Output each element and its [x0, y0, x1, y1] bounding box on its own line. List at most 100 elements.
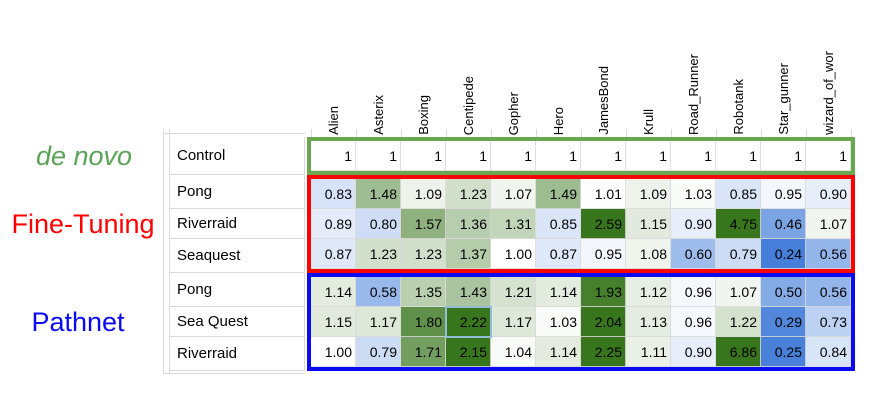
- heatmap-cell[interactable]: 1: [536, 141, 581, 171]
- heatmap-cell[interactable]: 2.25: [581, 337, 626, 367]
- heatmap-cell[interactable]: 1: [581, 141, 626, 171]
- heatmap-cell[interactable]: 1.07: [716, 277, 761, 307]
- heatmap-cell[interactable]: 0.84: [806, 337, 851, 367]
- heatmap-cell[interactable]: 0.24: [761, 239, 806, 269]
- heatmap-cell[interactable]: 1.03: [536, 307, 581, 337]
- heatmap-cell[interactable]: 1.09: [626, 179, 671, 209]
- heatmap-cell[interactable]: 0.56: [806, 277, 851, 307]
- row-label-pong[interactable]: Pong: [170, 273, 305, 307]
- heatmap-cell[interactable]: 0.96: [671, 307, 716, 337]
- heatmap-cell[interactable]: 0.90: [806, 179, 851, 209]
- heatmap-cell[interactable]: 0.73: [806, 307, 851, 337]
- column-header-jamesbond[interactable]: JamesBond: [595, 66, 611, 135]
- heatmap-cell[interactable]: 1.17: [356, 307, 401, 337]
- heatmap-cell[interactable]: 1.15: [311, 307, 356, 337]
- heatmap-cell[interactable]: 1.48: [356, 179, 401, 209]
- heatmap-cell[interactable]: 1.14: [536, 277, 581, 307]
- heatmap-cell[interactable]: 1.04: [491, 337, 536, 367]
- heatmap-cell[interactable]: 1: [356, 141, 401, 171]
- column-header-centipede[interactable]: Centipede: [460, 75, 476, 135]
- heatmap-cell[interactable]: 0.83: [311, 179, 356, 209]
- heatmap-cell[interactable]: 1.80: [401, 307, 446, 337]
- heatmap-cell[interactable]: 1.00: [491, 239, 536, 269]
- heatmap-cell[interactable]: 1.14: [536, 337, 581, 367]
- heatmap-cell[interactable]: 1.14: [311, 277, 356, 307]
- heatmap-cell[interactable]: 1: [716, 141, 761, 171]
- row-label-sea-quest[interactable]: Sea Quest: [170, 307, 305, 337]
- heatmap-cell[interactable]: 1.31: [491, 209, 536, 239]
- row-label-riverraid[interactable]: Riverraid: [170, 337, 305, 371]
- heatmap-cell[interactable]: 0.56: [806, 239, 851, 269]
- heatmap-cell[interactable]: 1.13: [626, 307, 671, 337]
- heatmap-cell[interactable]: 2.04: [581, 307, 626, 337]
- heatmap-cell[interactable]: 0.79: [356, 337, 401, 367]
- heatmap-cell[interactable]: 1.21: [491, 277, 536, 307]
- heatmap-cell[interactable]: 1.17: [491, 307, 536, 337]
- heatmap-cell[interactable]: 0.85: [536, 209, 581, 239]
- heatmap-cell[interactable]: 1.11: [626, 337, 671, 367]
- heatmap-cell[interactable]: 0.87: [311, 239, 356, 269]
- column-header-asterix[interactable]: Asterix: [370, 95, 386, 135]
- heatmap-cell[interactable]: 0.85: [716, 179, 761, 209]
- row-label-seaquest[interactable]: Seaquest: [170, 239, 305, 273]
- heatmap-cell[interactable]: 0.46: [761, 209, 806, 239]
- heatmap-cell[interactable]: 0.25: [761, 337, 806, 367]
- heatmap-cell[interactable]: 1.15: [626, 209, 671, 239]
- heatmap-cell[interactable]: 4.75: [716, 209, 761, 239]
- heatmap-cell[interactable]: 0.95: [761, 179, 806, 209]
- heatmap-cell[interactable]: 1: [446, 141, 491, 171]
- heatmap-cell[interactable]: 1.57: [401, 209, 446, 239]
- heatmap-cell[interactable]: 1: [806, 141, 851, 171]
- heatmap-cell[interactable]: 1.01: [581, 179, 626, 209]
- heatmap-cell[interactable]: 1.43: [446, 277, 491, 307]
- heatmap-cell[interactable]: 1.36: [446, 209, 491, 239]
- heatmap-cell[interactable]: 1.12: [626, 277, 671, 307]
- heatmap-cell[interactable]: 0.89: [311, 209, 356, 239]
- heatmap-cell[interactable]: 1: [761, 141, 806, 171]
- column-header-star_gunner[interactable]: Star_gunner: [775, 63, 791, 135]
- heatmap-cell[interactable]: 0.90: [671, 337, 716, 367]
- row-label-riverraid[interactable]: Riverraid: [170, 209, 305, 239]
- heatmap-cell[interactable]: 1.23: [446, 179, 491, 209]
- heatmap-cell[interactable]: 1.23: [356, 239, 401, 269]
- heatmap-cell[interactable]: 1.93: [581, 277, 626, 307]
- heatmap-cell[interactable]: 1.08: [626, 239, 671, 269]
- heatmap-cell[interactable]: 1.49: [536, 179, 581, 209]
- heatmap-cell[interactable]: 0.96: [671, 277, 716, 307]
- column-header-gopher[interactable]: Gopher: [505, 91, 521, 135]
- column-header-robotank[interactable]: Robotank: [730, 79, 746, 135]
- heatmap-cell[interactable]: 1.22: [716, 307, 761, 337]
- heatmap-cell[interactable]: 1.07: [806, 209, 851, 239]
- heatmap-cell[interactable]: 1: [491, 141, 536, 171]
- heatmap-cell[interactable]: 0.50: [761, 277, 806, 307]
- column-header-wizard_of_wor[interactable]: wizard_of_wor: [820, 51, 836, 135]
- column-header-boxing[interactable]: Boxing: [415, 95, 431, 135]
- column-header-road_runner[interactable]: Road_Runner: [685, 54, 701, 135]
- heatmap-cell[interactable]: 1: [311, 141, 356, 171]
- heatmap-cell[interactable]: 0.79: [716, 239, 761, 269]
- heatmap-cell[interactable]: 0.90: [671, 209, 716, 239]
- column-header-alien[interactable]: Alien: [325, 106, 341, 135]
- heatmap-cell[interactable]: 1.00: [311, 337, 356, 367]
- row-label-control[interactable]: Control: [170, 137, 305, 175]
- heatmap-cell[interactable]: 1.71: [401, 337, 446, 367]
- heatmap-cell[interactable]: 0.87: [536, 239, 581, 269]
- column-header-hero[interactable]: Hero: [550, 106, 566, 135]
- heatmap-cell[interactable]: 1.07: [491, 179, 536, 209]
- heatmap-cell[interactable]: 2.59: [581, 209, 626, 239]
- heatmap-cell[interactable]: 1: [626, 141, 671, 171]
- heatmap-cell[interactable]: 6.86: [716, 337, 761, 367]
- heatmap-cell[interactable]: 2.15: [446, 337, 491, 367]
- heatmap-cell[interactable]: 1: [671, 141, 716, 171]
- heatmap-cell[interactable]: 0.29: [761, 307, 806, 337]
- heatmap-cell[interactable]: 1.03: [671, 179, 716, 209]
- heatmap-cell[interactable]: 0.95: [581, 239, 626, 269]
- heatmap-cell[interactable]: 1.23: [401, 239, 446, 269]
- column-header-krull[interactable]: Krull: [640, 108, 656, 135]
- heatmap-cell[interactable]: 0.58: [356, 277, 401, 307]
- heatmap-cell[interactable]: 0.60: [671, 239, 716, 269]
- row-label-pong[interactable]: Pong: [170, 175, 305, 209]
- heatmap-cell[interactable]: 1: [401, 141, 446, 171]
- heatmap-cell[interactable]: 1.37: [446, 239, 491, 269]
- heatmap-cell[interactable]: 2.22: [446, 307, 491, 337]
